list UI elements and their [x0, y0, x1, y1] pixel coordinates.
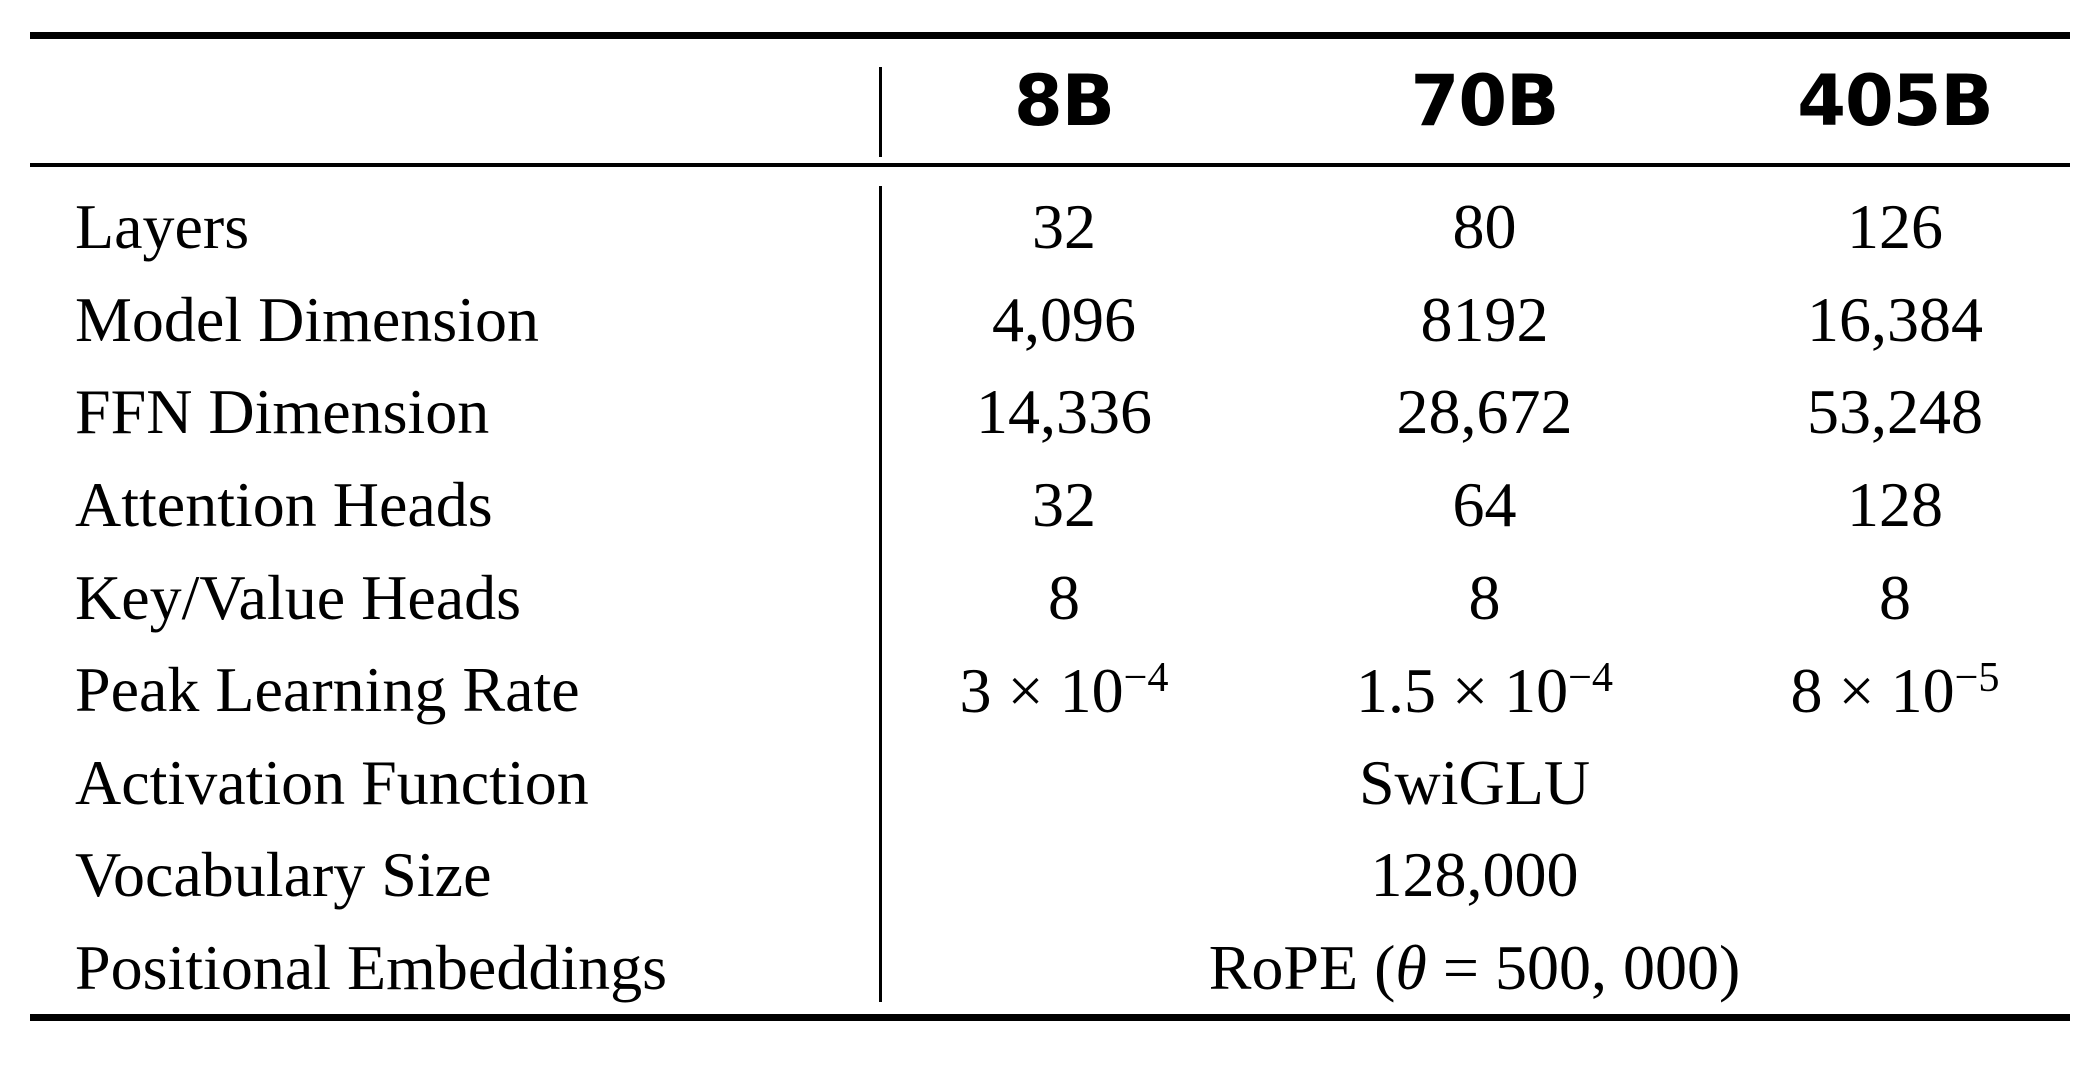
table-top-rule	[30, 32, 2070, 39]
exponent: −4	[1568, 653, 1614, 701]
cell-value: 28,672	[1396, 376, 1573, 448]
cell-value: 8	[1048, 561, 1080, 633]
body-column-divider	[879, 186, 882, 1002]
cell-value: 16,384	[1807, 283, 1983, 355]
table-row-peak-learning-rate: Peak Learning Rate 3 × 10−4 1.5 × 10−4 8…	[30, 644, 2070, 737]
cell-value: 4,096	[992, 283, 1136, 355]
table-row-positional-embeddings: Positional Embeddings RoPE (θ = 500, 000…	[30, 922, 2070, 1015]
cell-value-span: 128,000	[1370, 839, 1579, 911]
table-bottom-rule	[30, 1014, 2070, 1021]
model-architecture-table: 8B 70B 405B Layers 32 80 126 Model Dimen…	[30, 32, 2070, 1021]
rope-suffix: = 500, 000)	[1426, 931, 1741, 1003]
column-header-405b: 405B	[1797, 60, 1993, 142]
row-label: Model Dimension	[75, 283, 539, 355]
exponent: −4	[1123, 653, 1169, 701]
mantissa: 1.5 × 10	[1355, 654, 1569, 726]
cell-value: 32	[1032, 468, 1096, 540]
column-header-8b: 8B	[1013, 60, 1115, 142]
theta-symbol: θ	[1395, 931, 1427, 1003]
mantissa: 8 × 10	[1790, 654, 1955, 726]
row-label: Vocabulary Size	[75, 839, 492, 911]
row-label: FFN Dimension	[75, 376, 490, 448]
cell-value: 8	[1468, 561, 1501, 633]
cell-value: 53,248	[1807, 376, 1983, 448]
column-header-70b: 70B	[1410, 60, 1560, 142]
row-label: Positional Embeddings	[75, 931, 667, 1003]
row-label: Layers	[75, 191, 250, 263]
rope-prefix: RoPE (	[1208, 931, 1396, 1003]
cell-value: 64	[1452, 468, 1517, 540]
cell-value: 32	[1032, 191, 1096, 263]
cell-value-span: SwiGLU	[1358, 746, 1591, 818]
cell-value: 8192	[1420, 283, 1549, 355]
row-label: Attention Heads	[75, 468, 493, 540]
table-row-ffn-dimension: FFN Dimension 14,336 28,672 53,248	[30, 366, 2070, 459]
exponent: −5	[1954, 653, 2000, 701]
table-row-activation-function: Activation Function SwiGLU	[30, 736, 2070, 829]
header-column-divider	[879, 67, 882, 157]
cell-value-scientific: 1.5 × 10−4	[1249, 653, 1720, 728]
table-row-attention-heads: Attention Heads 32 64 128	[30, 459, 2070, 552]
table-row-model-dimension: Model Dimension 4,096 8192 16,384	[30, 274, 2070, 367]
row-label: Activation Function	[75, 746, 589, 818]
cell-value-scientific: 8 × 10−5	[1720, 653, 2070, 728]
table-row-key-value-heads: Key/Value Heads 8 8 8	[30, 551, 2070, 644]
cell-value-scientific: 3 × 10−4	[879, 653, 1249, 728]
header-separator-rule	[30, 163, 2070, 167]
cell-value: 126	[1847, 191, 1943, 263]
cell-value: 8	[1879, 561, 1911, 633]
table-body: Layers 32 80 126 Model Dimension 4,096 8…	[30, 167, 2070, 1014]
table-row-vocabulary-size: Vocabulary Size 128,000	[30, 829, 2070, 922]
cell-value-span: RoPE (θ = 500, 000)	[879, 931, 2070, 1005]
row-label: Peak Learning Rate	[75, 654, 580, 726]
cell-value: 128	[1847, 468, 1943, 540]
table-row-layers: Layers 32 80 126	[30, 181, 2070, 274]
mantissa: 3 × 10	[959, 654, 1124, 726]
table-header-row: 8B 70B 405B	[30, 39, 2070, 163]
cell-value: 14,336	[976, 376, 1152, 448]
cell-value: 80	[1452, 191, 1517, 263]
row-label: Key/Value Heads	[75, 561, 522, 633]
